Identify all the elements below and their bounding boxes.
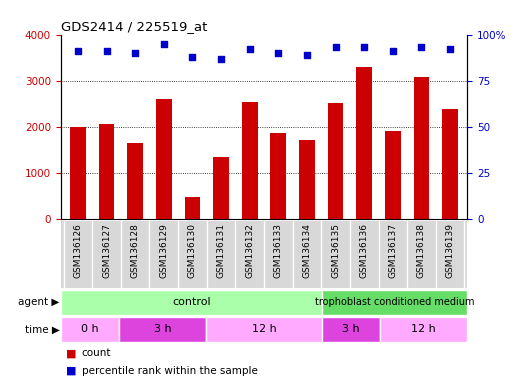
Point: [188, 54, 196, 60]
Text: 12 h: 12 h: [252, 324, 276, 334]
Bar: [242, 102, 258, 219]
Text: ■: ■: [66, 348, 77, 358]
Point: [360, 45, 369, 51]
Bar: [299, 140, 315, 219]
Bar: [70, 127, 86, 219]
Point: [74, 48, 82, 54]
Point: [446, 46, 454, 52]
Text: GSM136134: GSM136134: [303, 223, 312, 278]
Point: [303, 52, 311, 58]
Bar: [413, 77, 429, 219]
Text: agent ▶: agent ▶: [18, 297, 60, 308]
FancyBboxPatch shape: [61, 317, 119, 342]
Text: time ▶: time ▶: [25, 324, 60, 334]
Text: count: count: [82, 348, 111, 358]
Point: [332, 45, 340, 51]
Bar: [127, 143, 143, 219]
FancyBboxPatch shape: [380, 317, 467, 342]
FancyBboxPatch shape: [119, 317, 206, 342]
Point: [389, 48, 397, 54]
Bar: [156, 99, 172, 219]
Point: [159, 41, 168, 47]
Point: [131, 50, 139, 56]
Bar: [328, 103, 343, 219]
Text: 3 h: 3 h: [154, 324, 171, 334]
Text: GSM136129: GSM136129: [159, 223, 168, 278]
Bar: [385, 131, 401, 219]
FancyBboxPatch shape: [322, 317, 380, 342]
Text: GSM136133: GSM136133: [274, 223, 283, 278]
Text: 0 h: 0 h: [81, 324, 99, 334]
Text: GSM136132: GSM136132: [245, 223, 254, 278]
Text: trophoblast conditioned medium: trophoblast conditioned medium: [315, 297, 475, 308]
Text: control: control: [172, 297, 211, 308]
Text: GSM136138: GSM136138: [417, 223, 426, 278]
Point: [217, 55, 225, 61]
Text: GSM136130: GSM136130: [188, 223, 197, 278]
Text: GSM136139: GSM136139: [446, 223, 455, 278]
Text: GSM136126: GSM136126: [73, 223, 82, 278]
Text: GSM136135: GSM136135: [331, 223, 340, 278]
Bar: [213, 157, 229, 219]
Text: ■: ■: [66, 366, 77, 376]
Bar: [442, 109, 458, 219]
FancyBboxPatch shape: [61, 290, 322, 315]
Point: [417, 45, 426, 51]
Text: 12 h: 12 h: [411, 324, 436, 334]
Bar: [99, 124, 115, 219]
Point: [274, 50, 282, 56]
Point: [102, 48, 111, 54]
FancyBboxPatch shape: [322, 290, 467, 315]
Text: GSM136127: GSM136127: [102, 223, 111, 278]
Text: GSM136136: GSM136136: [360, 223, 369, 278]
Bar: [185, 197, 200, 219]
Text: 3 h: 3 h: [342, 324, 360, 334]
Text: percentile rank within the sample: percentile rank within the sample: [82, 366, 258, 376]
FancyBboxPatch shape: [206, 317, 322, 342]
Bar: [356, 67, 372, 219]
Text: GSM136128: GSM136128: [130, 223, 140, 278]
Text: GSM136137: GSM136137: [388, 223, 398, 278]
Text: GDS2414 / 225519_at: GDS2414 / 225519_at: [61, 20, 207, 33]
Point: [246, 46, 254, 52]
Text: GSM136131: GSM136131: [216, 223, 225, 278]
Bar: [270, 133, 286, 219]
